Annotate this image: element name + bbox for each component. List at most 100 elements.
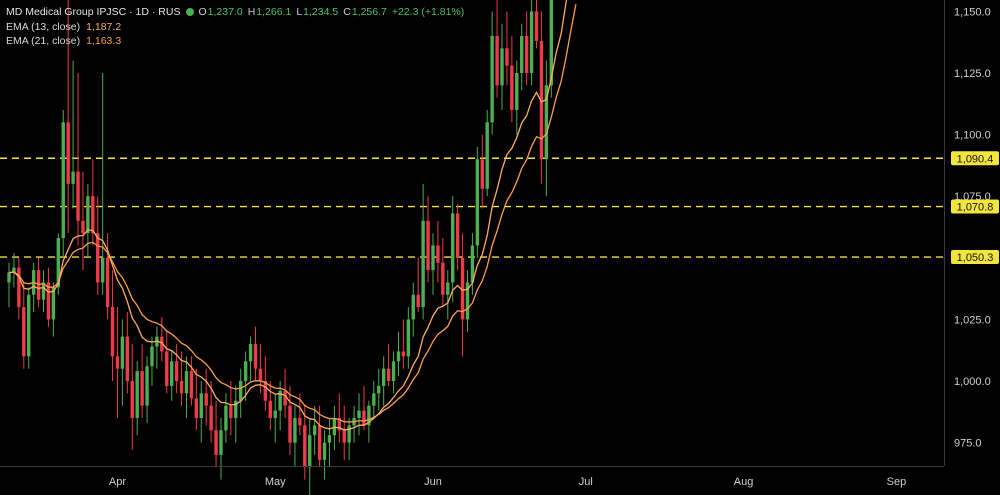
candle-body bbox=[253, 344, 258, 369]
candle-body bbox=[431, 245, 435, 271]
candle bbox=[451, 196, 455, 303]
candle-body bbox=[332, 417, 337, 436]
time-tick-label: Jul bbox=[579, 476, 593, 488]
price-tick-label: 1,150.0 bbox=[954, 6, 991, 18]
candle bbox=[544, 60, 549, 197]
candle-body bbox=[524, 36, 529, 73]
candle bbox=[36, 257, 41, 308]
candle-body bbox=[268, 400, 272, 418]
symbol-title[interactable]: MD Medical Group IPJSC · 1D · RUS bbox=[6, 6, 181, 18]
candle bbox=[219, 417, 223, 480]
candle-body bbox=[293, 417, 297, 443]
candle bbox=[416, 257, 420, 313]
candle-body bbox=[96, 233, 100, 283]
candle bbox=[308, 417, 312, 495]
candle-body bbox=[219, 430, 223, 455]
candle bbox=[303, 405, 307, 480]
candle-body bbox=[194, 398, 199, 418]
price-tick-label: 975.0 bbox=[954, 438, 982, 450]
candle-body bbox=[258, 368, 263, 381]
ema21-value: 1,163.3 bbox=[86, 35, 122, 47]
candle-body bbox=[204, 393, 208, 406]
candle-body bbox=[485, 122, 489, 189]
price-axis[interactable]: 950.0975.01,000.01,025.01,050.01,075.01,… bbox=[944, 0, 991, 495]
candle bbox=[534, 0, 539, 49]
candle-body bbox=[416, 294, 420, 308]
candle-body bbox=[406, 319, 411, 357]
candle-body bbox=[150, 346, 154, 367]
candle-body bbox=[337, 417, 342, 431]
legend-title-row: MD Medical Group IPJSC · 1D · RUS O 1,237… bbox=[6, 5, 469, 20]
candle-body bbox=[273, 410, 277, 418]
candle-body bbox=[475, 159, 480, 246]
candle bbox=[209, 381, 213, 443]
candle bbox=[520, 23, 524, 91]
candle bbox=[362, 385, 366, 431]
time-tick-label: May bbox=[265, 476, 286, 488]
candle bbox=[165, 331, 169, 394]
candle-body bbox=[115, 356, 120, 369]
candle-body bbox=[327, 435, 332, 443]
candle-body bbox=[105, 257, 110, 308]
candle bbox=[431, 233, 435, 295]
candle-body bbox=[347, 425, 351, 443]
candle-body bbox=[214, 430, 218, 455]
low-value: 1,234.5 bbox=[303, 6, 339, 18]
candle-body bbox=[303, 425, 307, 468]
time-tick-label: Aug bbox=[734, 476, 754, 488]
candle-body bbox=[455, 213, 460, 258]
candle bbox=[214, 400, 218, 468]
candle bbox=[140, 344, 144, 418]
candle bbox=[243, 351, 248, 401]
change-value: +22.3 (+1.81%) bbox=[391, 6, 465, 18]
candle-body bbox=[209, 405, 213, 431]
candle bbox=[248, 336, 253, 381]
close-label: C bbox=[343, 6, 351, 18]
candle-body bbox=[500, 48, 504, 86]
time-axis[interactable]: Apr May Jun Jul Aug Sep bbox=[0, 466, 944, 489]
candle-body bbox=[41, 282, 46, 300]
candle-body bbox=[12, 267, 16, 273]
candle-body bbox=[401, 351, 406, 357]
candle-body bbox=[234, 400, 238, 418]
candle-body bbox=[7, 272, 11, 283]
candle-body bbox=[520, 36, 524, 73]
ema21-line bbox=[8, 4, 577, 423]
ema13-label: EMA (13, close) bbox=[6, 20, 81, 33]
time-tick-label: Jun bbox=[424, 476, 442, 488]
candle bbox=[465, 270, 470, 332]
candle bbox=[500, 23, 504, 110]
ema13-value: 1,187.2 bbox=[86, 20, 122, 33]
candle-body bbox=[100, 257, 105, 283]
candle bbox=[86, 183, 90, 258]
candle bbox=[377, 368, 381, 411]
candle bbox=[135, 361, 139, 436]
candle bbox=[312, 405, 317, 455]
legend-ema21-row[interactable]: EMA (21, close) 1,163.3 bbox=[6, 34, 469, 49]
candle bbox=[441, 238, 445, 308]
candle bbox=[391, 351, 396, 394]
candle-body bbox=[46, 282, 51, 320]
candle-body bbox=[480, 159, 484, 189]
candle-body bbox=[436, 245, 440, 263]
candle bbox=[100, 73, 105, 295]
candle-body bbox=[263, 381, 268, 401]
candle bbox=[7, 262, 11, 308]
candle bbox=[189, 356, 194, 406]
candle-body bbox=[308, 435, 312, 468]
candle bbox=[322, 430, 327, 480]
candle-body bbox=[396, 351, 401, 362]
candle bbox=[436, 220, 440, 283]
legend-ema13-row[interactable]: EMA (13, close) 1,187.2 bbox=[6, 20, 469, 35]
candle bbox=[268, 381, 272, 431]
candle bbox=[22, 282, 26, 369]
candle-body bbox=[120, 336, 125, 369]
candle bbox=[263, 356, 268, 411]
candle bbox=[110, 270, 115, 381]
candle-body bbox=[56, 238, 60, 288]
candle-body bbox=[66, 122, 70, 184]
candle-body bbox=[61, 122, 65, 239]
candle bbox=[76, 73, 80, 246]
candle-body bbox=[460, 257, 465, 320]
